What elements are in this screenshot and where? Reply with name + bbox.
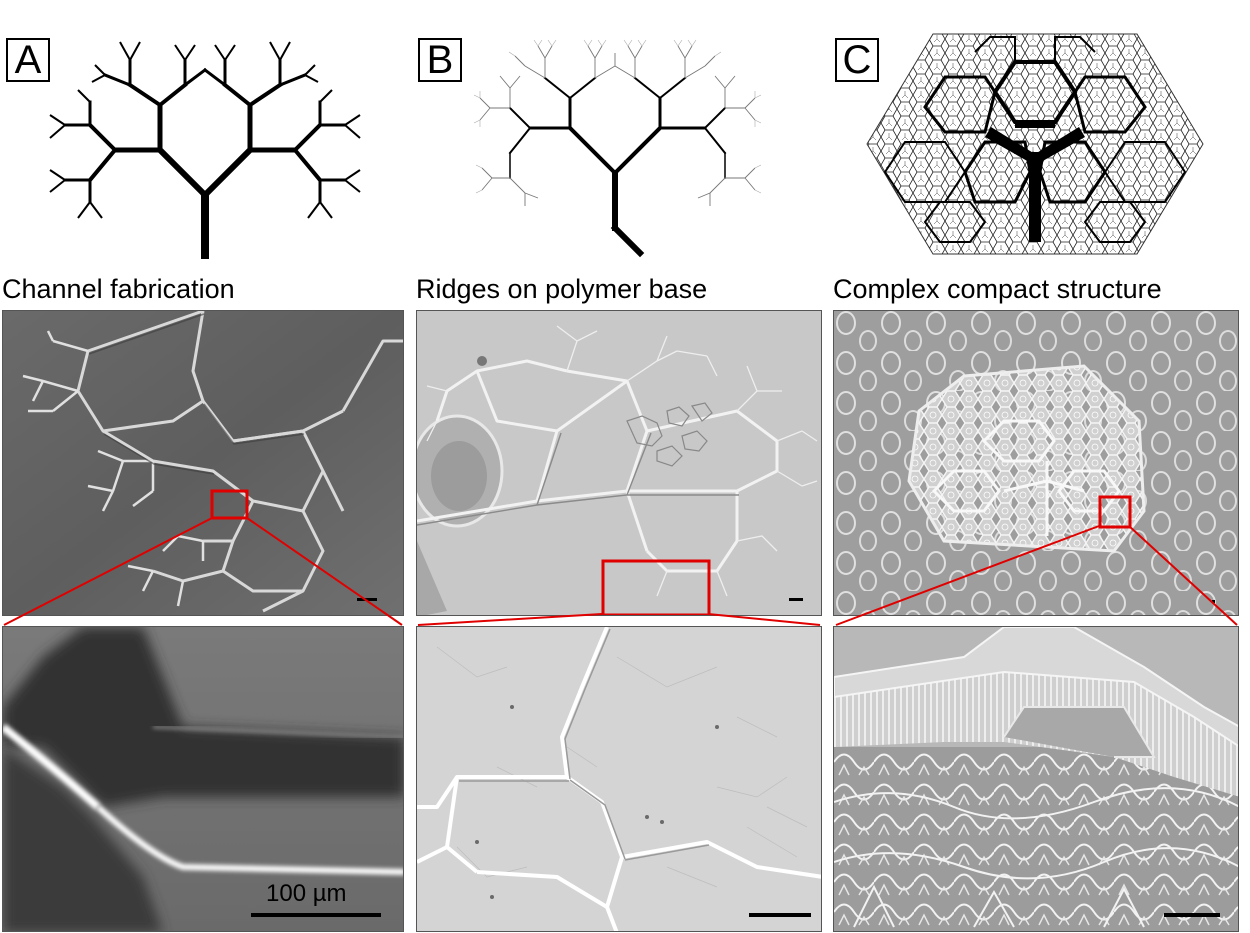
tree-design-c: [866, 33, 1204, 255]
panel-b-label: B: [418, 38, 462, 82]
caption-c: Complex compact structure: [833, 274, 1162, 304]
sem-overview-a: [2, 310, 404, 616]
tree-design-a: [49, 41, 361, 259]
panel-a-label: A: [6, 38, 50, 82]
caption-b: Ridges on polymer base: [416, 274, 708, 304]
sem-zoom-b: [416, 626, 822, 932]
sem-zoom-c: [833, 626, 1239, 932]
caption-a: Channel fabrication: [2, 274, 235, 304]
tree-design-b: [473, 39, 762, 258]
panel-c-label: C: [835, 38, 879, 82]
sem-overview-b: [416, 310, 822, 616]
scale-bar-label: 100 µm: [266, 880, 347, 907]
sem-zoom-a: [2, 626, 404, 932]
